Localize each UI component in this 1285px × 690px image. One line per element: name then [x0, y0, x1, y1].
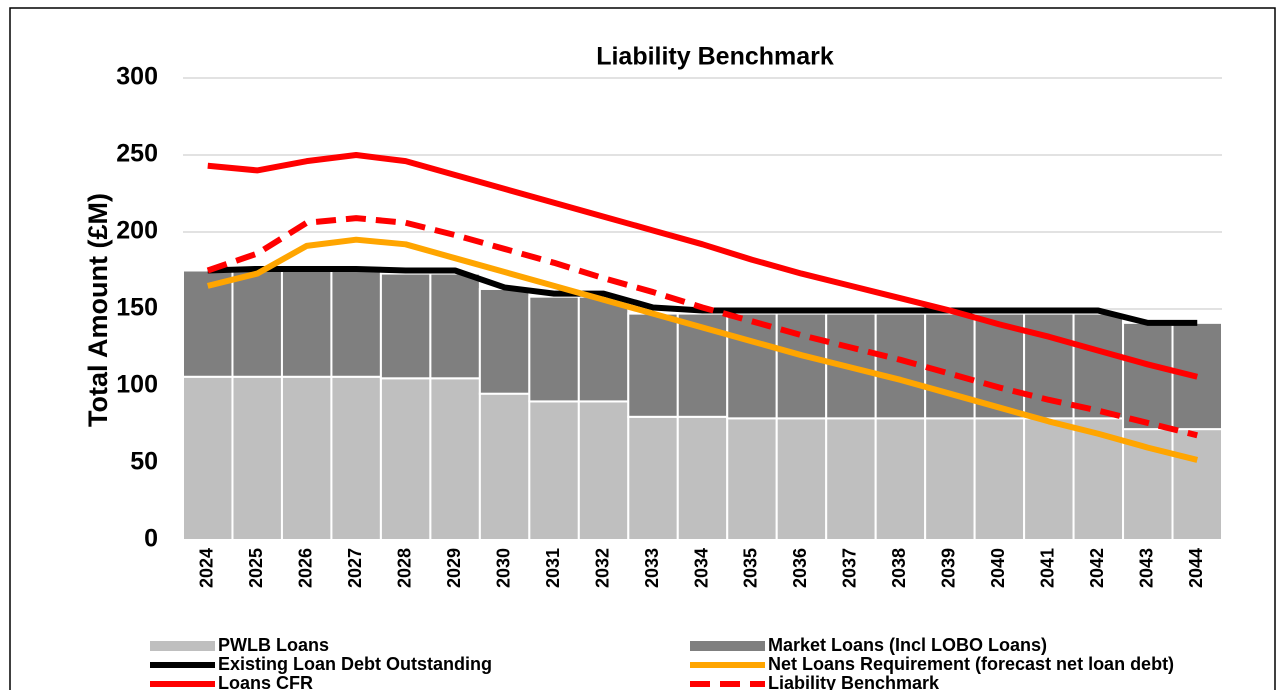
- chart-title: Liability Benchmark: [596, 43, 834, 71]
- x-tick-label: 2030: [493, 548, 513, 588]
- x-tick-label: 2028: [394, 548, 414, 588]
- bar: [231, 269, 283, 378]
- legend-label: PWLB Loans: [218, 635, 329, 655]
- x-tick-label: 2024: [196, 548, 216, 588]
- y-axis-label: Total Amount (£M): [83, 193, 113, 427]
- bar: [924, 417, 976, 541]
- y-tick-label: 250: [116, 140, 158, 168]
- y-tick-label: 50: [130, 448, 158, 476]
- x-tick-label: 2029: [444, 548, 464, 588]
- bar: [379, 377, 432, 541]
- y-tick-label: 150: [116, 294, 158, 322]
- x-tick-label: 2044: [1186, 548, 1206, 588]
- bar: [775, 417, 828, 541]
- x-tick-label: 2026: [295, 548, 315, 588]
- bar: [577, 400, 630, 541]
- x-tick-label: 2037: [840, 548, 860, 588]
- y-tick-label: 100: [116, 371, 158, 399]
- bar: [280, 269, 333, 378]
- bar: [528, 295, 580, 403]
- x-tick-label: 2043: [1137, 548, 1157, 588]
- line: [207, 236, 1198, 463]
- bar: [1171, 428, 1223, 541]
- x-tick-label: 2042: [1087, 548, 1107, 588]
- bar: [528, 400, 580, 541]
- line: [207, 152, 1198, 380]
- chart-border: [9, 7, 1276, 690]
- legend-label: Loans CFR: [218, 673, 313, 690]
- bar: [478, 392, 531, 542]
- bar: [231, 375, 283, 542]
- bar: [1122, 321, 1174, 431]
- bar: [330, 269, 382, 378]
- bar: [874, 417, 927, 541]
- legend-label: Net Loans Requirement (forecast net loan…: [768, 654, 1174, 674]
- bar: [726, 312, 778, 420]
- legend-label: Liability Benchmark: [768, 673, 940, 690]
- x-tick-label: 2033: [642, 548, 662, 588]
- bar: [577, 295, 630, 403]
- bar: [1023, 417, 1075, 541]
- bar: [330, 375, 382, 542]
- bar: [379, 272, 432, 380]
- bar: [627, 415, 679, 541]
- bar: [874, 312, 927, 420]
- bar: [429, 272, 481, 380]
- line: [206, 215, 1198, 439]
- x-tick-label: 2032: [592, 548, 612, 588]
- x-tick-label: 2031: [543, 548, 563, 588]
- bar: [627, 312, 679, 418]
- legend-label: Existing Loan Debt Outstanding: [218, 654, 492, 674]
- bar: [182, 269, 234, 378]
- legend-swatch: [150, 641, 215, 651]
- bar: [973, 417, 1026, 541]
- bar: [478, 287, 531, 395]
- x-tick-label: 2041: [1038, 548, 1058, 588]
- x-tick-label: 2034: [691, 548, 711, 588]
- bar: [182, 375, 234, 542]
- legend-swatch: [690, 641, 765, 651]
- bar: [825, 417, 877, 541]
- y-tick-label: 300: [116, 63, 158, 91]
- x-tick-label: 2027: [345, 548, 365, 588]
- x-tick-label: 2038: [889, 548, 909, 588]
- y-tick-label: 200: [116, 217, 158, 245]
- bar: [1072, 312, 1125, 420]
- bar: [1171, 321, 1223, 431]
- x-tick-label: 2036: [790, 548, 810, 588]
- x-tick-label: 2040: [988, 548, 1008, 588]
- legend-label: Market Loans (Incl LOBO Loans): [768, 635, 1047, 655]
- x-tick-label: 2035: [741, 548, 761, 588]
- x-tick-label: 2025: [246, 548, 266, 588]
- bar: [429, 377, 481, 541]
- bar: [726, 417, 778, 541]
- x-tick-label: 2039: [939, 548, 959, 588]
- bar: [676, 415, 729, 541]
- bar: [280, 375, 333, 542]
- y-tick-label: 0: [144, 525, 158, 553]
